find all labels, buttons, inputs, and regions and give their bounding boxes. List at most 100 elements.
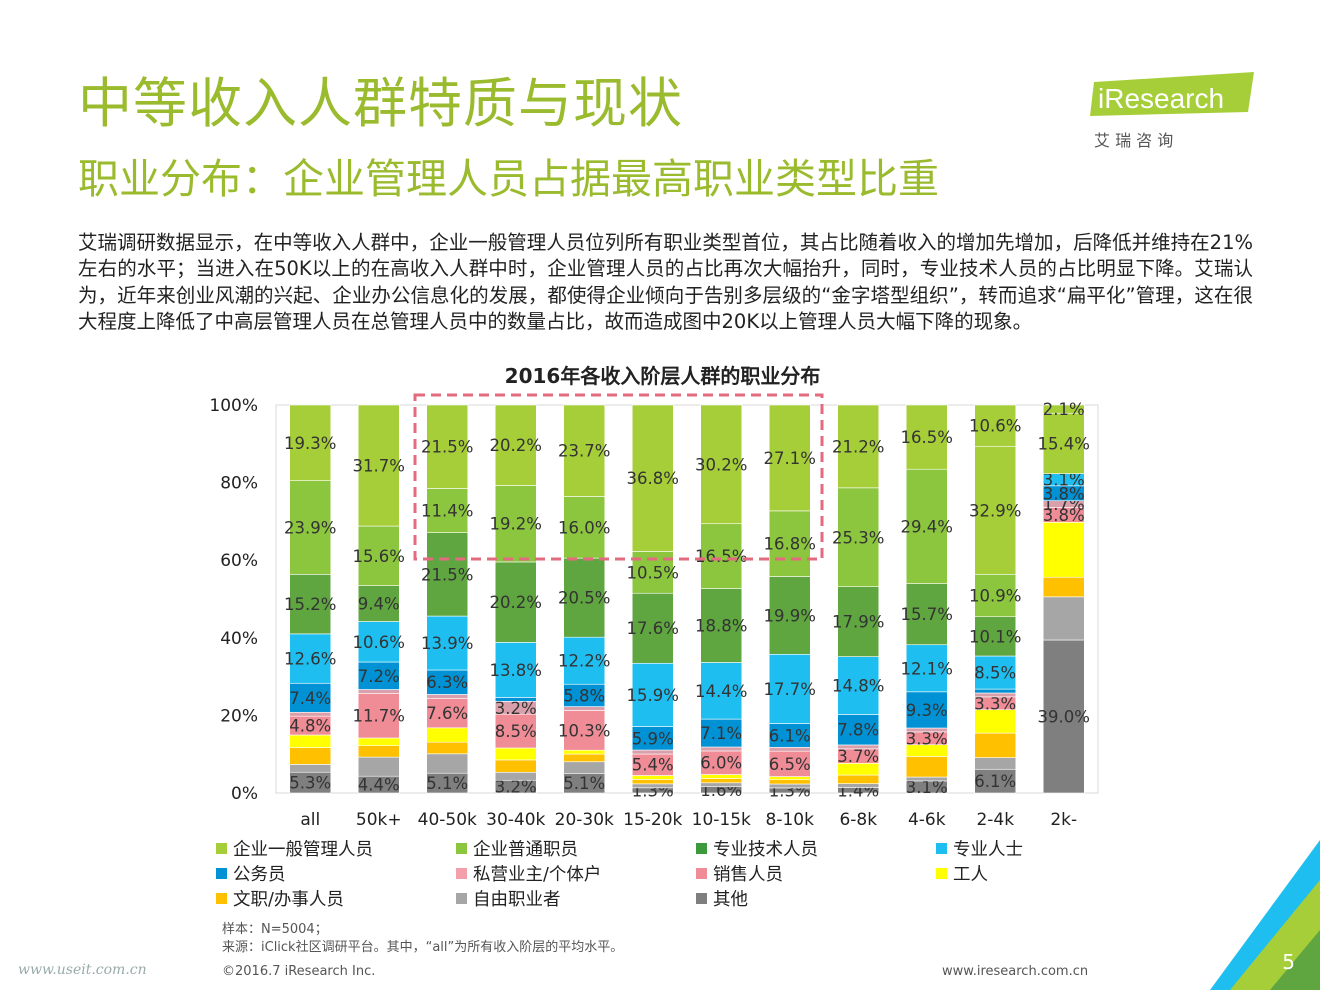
data-label: 6.5% [769, 755, 811, 774]
bar-segment [837, 487, 880, 587]
website-link[interactable]: www.iresearch.com.cn [942, 964, 1089, 979]
source-note: 来源：iClick社区调研平台。其中，“all”为所有收入阶层的平均水平。 [222, 940, 624, 955]
bar-segment [631, 592, 674, 664]
data-label: 7.6% [426, 704, 468, 723]
bar-segment [357, 661, 400, 690]
y-tick-label: 20% [220, 706, 258, 726]
bar-segment [837, 714, 880, 746]
bar-segment [1042, 404, 1085, 414]
page-subtitle: 职业分布：企业管理人员占据最高职业类型比重 [78, 155, 939, 203]
bar-segment [768, 779, 811, 785]
bar-segment [494, 771, 537, 781]
data-label: 15.7% [901, 605, 953, 624]
bar-segment [905, 468, 948, 584]
data-label: 18.8% [695, 617, 747, 636]
legend-swatch [456, 868, 467, 879]
data-label: 7.4% [289, 689, 331, 708]
data-label: 15.6% [353, 547, 405, 566]
data-label: 10.9% [969, 586, 1021, 605]
bar-segment [426, 669, 469, 695]
data-label: 2.1% [1043, 400, 1085, 419]
bar-segment [700, 523, 743, 589]
x-tick-label: 4-6k [908, 810, 946, 830]
data-label: 8.5% [495, 722, 537, 741]
legend-label: 文职/办事人员 [233, 890, 344, 910]
bar-segment [905, 691, 948, 729]
data-label: 17.9% [832, 613, 884, 632]
legend-item: 其他 [696, 888, 748, 912]
data-label: 13.9% [421, 634, 473, 653]
x-tick-label: 50k+ [356, 810, 402, 830]
data-label: 16.0% [558, 518, 610, 537]
data-label: 6.0% [700, 754, 742, 773]
legend-label: 专业技术人员 [713, 840, 818, 860]
bar-segment [631, 662, 674, 727]
legend-label: 私营业主/个体户 [473, 865, 602, 885]
data-label: 14.8% [832, 677, 884, 696]
bar-segment [631, 749, 674, 755]
legend-item: 销售人员 [696, 863, 783, 887]
legend-swatch [936, 843, 947, 854]
bar-segment [974, 732, 1017, 758]
data-label: 17.6% [627, 619, 679, 638]
x-tick-label: 2-4k [976, 810, 1014, 830]
data-label: 12.6% [284, 650, 336, 669]
bar-segment [1042, 596, 1085, 641]
legend-item: 专业人士 [936, 838, 1023, 862]
bar-segment [974, 616, 1017, 657]
bar-segment [289, 404, 332, 481]
bar-segment [357, 756, 400, 777]
data-label: 19.9% [764, 606, 816, 625]
bar-segment [905, 644, 948, 693]
data-label: 32.9% [969, 501, 1021, 520]
bar-segment [563, 761, 606, 774]
data-label: 8.5% [974, 664, 1016, 683]
bar-segment [768, 783, 811, 789]
bar-segment [289, 734, 332, 748]
bar-segment [700, 404, 743, 525]
data-label: 3.8% [1043, 484, 1085, 503]
bar-segment [494, 697, 537, 702]
data-label: 11.7% [353, 707, 405, 726]
legend-item: 公务员 [216, 863, 286, 887]
legend-swatch [216, 893, 227, 904]
y-tick-label: 80% [220, 474, 258, 494]
legend-item: 自由职业者 [456, 888, 561, 912]
bar-segment [905, 404, 948, 470]
bar-segment [357, 737, 400, 746]
bar-segment [837, 744, 880, 750]
bar-segment [357, 525, 400, 586]
data-label: 23.9% [284, 518, 336, 537]
bar-segment [700, 662, 743, 720]
y-tick-label: 100% [209, 396, 258, 416]
bar-segment [426, 741, 469, 755]
bar-segment [837, 586, 880, 657]
legend-item: 企业一般管理人员 [216, 838, 373, 862]
data-label: 15.2% [284, 595, 336, 614]
bar-segment [1042, 576, 1085, 598]
bar-segment [974, 445, 1017, 575]
data-label: 5.8% [563, 686, 605, 705]
x-tick-label: 40-50k [418, 810, 477, 830]
legend-label: 自由职业者 [473, 890, 561, 910]
data-label: 5.9% [632, 729, 674, 748]
bar-segment [563, 753, 606, 763]
data-label: 16.5% [695, 547, 747, 566]
data-label: 3.8% [1043, 506, 1085, 525]
bar-segment [494, 713, 537, 749]
data-label: 10.1% [969, 627, 1021, 646]
data-label: 10.6% [969, 417, 1021, 436]
bar-segment [426, 698, 469, 729]
bar-segment [974, 573, 1017, 618]
bar-segment [1042, 412, 1085, 474]
bar-segment [426, 615, 469, 671]
bar-segment [426, 694, 469, 699]
bar-segment [700, 782, 743, 788]
legend-item: 私营业主/个体户 [456, 863, 601, 887]
data-label: 19.3% [284, 434, 336, 453]
legend-swatch [696, 868, 707, 879]
legend-swatch [696, 843, 707, 854]
data-label: 10.6% [353, 633, 405, 652]
bar-segment [631, 779, 674, 785]
